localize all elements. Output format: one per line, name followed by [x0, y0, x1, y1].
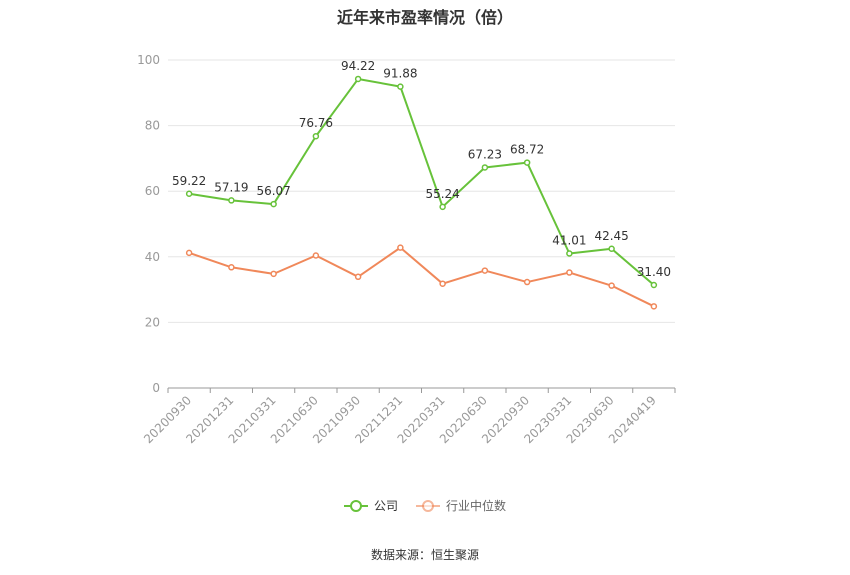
legend-label-company: 公司 — [373, 499, 398, 513]
data-point-company — [354, 75, 362, 83]
data-point-company — [397, 83, 404, 90]
legend: 公司 行业中位数 — [0, 497, 850, 514]
data-point-industry-median — [397, 244, 404, 251]
y-tick-label: 40 — [145, 250, 160, 264]
data-point-industry-median — [481, 267, 489, 274]
data-point-company — [439, 203, 446, 211]
data-point-industry-median — [354, 273, 362, 281]
y-tick-label: 100 — [137, 53, 160, 67]
data-label: 67.23 — [468, 147, 502, 161]
data-point-industry-median — [228, 264, 235, 271]
legend-label-industry-median: 行业中位数 — [446, 499, 507, 513]
data-point-industry-median — [185, 249, 193, 257]
data-point-company — [312, 132, 320, 140]
data-label: 31.40 — [637, 265, 671, 279]
legend-swatch-company — [343, 499, 368, 512]
data-point-company — [566, 250, 573, 257]
legend-swatch-industry-median — [416, 499, 440, 512]
data-point-company — [650, 281, 658, 289]
series-line-company — [188, 77, 655, 286]
data-point-industry-median — [650, 303, 658, 310]
y-tick-label: 20 — [145, 315, 160, 329]
data-point-company — [228, 197, 235, 204]
data-label: 91.88 — [383, 67, 417, 81]
data-source: 数据来源：恒生聚源 — [370, 548, 479, 562]
data-point-industry-median — [270, 270, 277, 278]
data-point-industry-median — [312, 252, 320, 259]
data-label: 57.19 — [214, 180, 248, 194]
data-label: 42.45 — [594, 229, 628, 243]
data-point-industry-median — [566, 269, 573, 276]
data-label: 56.07 — [256, 184, 290, 198]
legend-item-industry-median[interactable]: 行业中位数 — [416, 497, 506, 514]
series-line-industry-median — [188, 246, 655, 308]
data-point-company — [481, 164, 489, 171]
data-label: 41.01 — [552, 233, 586, 247]
data-point-industry-median — [608, 282, 615, 289]
data-label: 76.76 — [299, 116, 333, 130]
y-tick-label: 80 — [145, 119, 160, 133]
chart-title: 近年来市盈率情况（倍） — [336, 8, 513, 27]
data-point-company — [608, 245, 615, 253]
data-label: 59.22 — [172, 174, 206, 188]
legend-item-company[interactable]: 公司 — [343, 497, 398, 514]
data-point-industry-median — [523, 278, 531, 286]
y-tick-label: 60 — [145, 184, 160, 198]
data-label: 68.72 — [510, 143, 544, 157]
data-label: 94.22 — [341, 59, 375, 73]
data-point-company — [523, 159, 531, 166]
data-label: 55.24 — [425, 187, 459, 201]
data-point-company — [185, 190, 193, 198]
y-tick-label: 0 — [152, 381, 160, 395]
data-point-industry-median — [439, 280, 446, 287]
data-point-company — [270, 200, 277, 208]
